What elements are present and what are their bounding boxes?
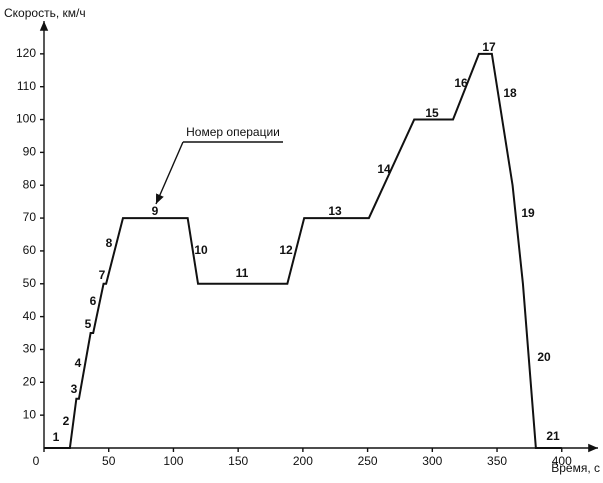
operation-label: 9 (152, 204, 159, 218)
operation-label: 13 (328, 204, 342, 218)
operation-label: 6 (90, 294, 97, 308)
y-tick-label: 120 (16, 46, 36, 60)
x-tick-label: 200 (293, 454, 313, 468)
y-tick-label: 50 (23, 276, 37, 290)
operation-label: 8 (106, 236, 113, 250)
y-tick-label: 40 (23, 309, 37, 323)
operation-label: 21 (546, 429, 560, 443)
operation-label: 16 (454, 76, 468, 90)
x-axis-label: Время, с (551, 461, 600, 475)
operation-label: 4 (75, 356, 82, 370)
operation-label: 10 (194, 243, 208, 257)
operation-label: 20 (537, 350, 551, 364)
operation-label: 5 (85, 317, 92, 331)
x-tick-label: 0 (33, 454, 40, 468)
x-tick-label: 400 (552, 454, 572, 468)
operation-label: 19 (521, 206, 535, 220)
x-tick-label: 350 (487, 454, 507, 468)
operation-label: 11 (236, 266, 249, 280)
operation-label: 15 (425, 106, 439, 120)
y-tick-label: 80 (23, 177, 37, 191)
annotation: Номер операции (186, 125, 280, 139)
y-tick-label: 110 (17, 79, 36, 93)
y-tick-label: 90 (23, 145, 37, 159)
annotation-arrow (155, 141, 184, 205)
y-tick-label: 20 (23, 374, 37, 388)
y-tick-label: 30 (23, 342, 37, 356)
x-tick-label: 300 (422, 454, 442, 468)
y-tick-label: 70 (23, 210, 37, 224)
operation-label: 7 (99, 268, 106, 282)
operation-label: 14 (377, 162, 391, 176)
operation-label: 2 (63, 414, 70, 428)
operation-label: 17 (482, 40, 496, 54)
y-axis-label: Скорость, км/ч (4, 6, 86, 20)
x-tick-label: 100 (163, 454, 183, 468)
x-tick-label: 250 (358, 454, 378, 468)
operation-label: 3 (71, 382, 78, 396)
x-tick-label: 50 (102, 454, 116, 468)
speed-line (44, 52, 562, 449)
y-tick-label: 10 (23, 407, 37, 421)
y-tick-label: 60 (23, 243, 37, 257)
operation-label: 1 (53, 430, 60, 444)
y-tick-label: 100 (16, 112, 36, 126)
operation-label: 18 (503, 86, 517, 100)
operation-label: 12 (279, 243, 293, 257)
x-tick-label: 150 (228, 454, 248, 468)
